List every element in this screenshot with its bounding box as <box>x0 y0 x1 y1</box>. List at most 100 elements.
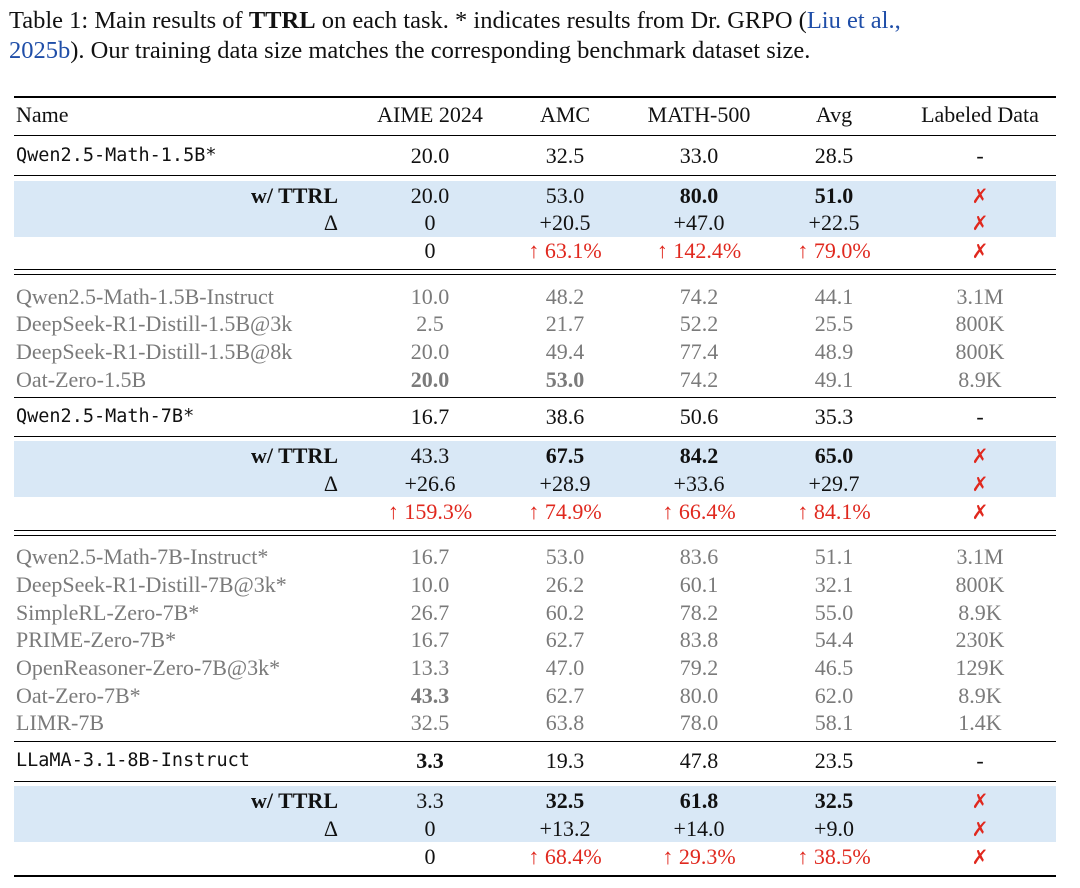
table-row: PRIME-Zero-7B* 16.7 62.7 83.8 54.4 230K <box>14 626 1056 654</box>
citation-link[interactable]: Liu et al., <box>806 7 901 34</box>
cell-amc: ↑ 63.1% <box>528 238 602 263</box>
cell-aime: 3.3 <box>416 788 444 813</box>
cell-math500: +47.0 <box>673 210 725 235</box>
table-top-rule <box>14 96 1056 98</box>
cell-math500: 74.2 <box>679 367 719 392</box>
table-header: Name AIME 2024 AMC MATH-500 Avg Labeled … <box>14 101 1056 129</box>
cell-avg: 46.5 <box>814 655 854 680</box>
cell-avg: 44.1 <box>814 284 854 309</box>
header-rule <box>14 135 1056 137</box>
cell-math500: 78.0 <box>679 710 719 735</box>
cell-amc: ↑ 74.9% <box>528 499 602 524</box>
model-name: LIMR-7B <box>16 710 104 735</box>
cell-math500: 83.6 <box>679 544 719 569</box>
table-row: SimpleRL-Zero-7B* 26.7 60.2 78.2 55.0 8.… <box>14 599 1056 627</box>
cell-labeled: - <box>976 143 984 168</box>
cell-math500: 80.0 <box>679 683 719 708</box>
cell-labeled: 8.9K <box>958 367 1002 392</box>
cell-avg: 51.1 <box>814 544 854 569</box>
row-rule <box>14 781 1056 783</box>
cell-amc: 21.7 <box>545 311 585 336</box>
cross-mark-icon: ✗ <box>971 239 989 263</box>
cell-math500: 74.2 <box>679 284 719 309</box>
cell-aime: 16.7 <box>410 627 450 652</box>
cell-labeled: 1.4K <box>958 710 1002 735</box>
double-rule <box>14 274 1056 276</box>
cell-aime: 16.7 <box>410 544 450 569</box>
cell-amc: 49.4 <box>545 339 585 364</box>
caption-text: ). Our training data size matches the co… <box>70 37 811 64</box>
ttrl-highlight <box>14 441 1056 497</box>
cell-labeled: 129K <box>955 655 1005 680</box>
cell-amc: 63.8 <box>545 710 585 735</box>
cell-avg: 28.5 <box>814 143 854 168</box>
ttrl-label: w/ TTRL <box>250 788 338 813</box>
cell-amc: 53.0 <box>545 544 585 569</box>
cell-aime: 26.7 <box>410 600 450 625</box>
double-rule <box>14 535 1056 537</box>
ttrl-highlight <box>14 786 1056 842</box>
cell-amc: 19.3 <box>545 748 585 773</box>
table-row-ttrl: w/ TTRL 43.3 67.5 84.2 65.0 ✗ <box>14 442 1056 470</box>
cell-aime: 2.5 <box>416 311 444 336</box>
table-row-delta: Δ 0 +20.5 +47.0 +22.5 ✗ <box>14 209 1056 237</box>
table-row-delta: Δ 0 +13.2 +14.0 +9.0 ✗ <box>14 815 1056 843</box>
cell-amc: 47.0 <box>545 655 585 680</box>
cross-mark-icon: ✗ <box>971 211 989 235</box>
cell-math500: ↑ 142.4% <box>656 238 742 263</box>
table-row: Oat-Zero-7B* 43.3 62.7 80.0 62.0 8.9K <box>14 682 1056 710</box>
cell-amc: 62.7 <box>545 627 585 652</box>
cell-avg: 62.0 <box>814 683 854 708</box>
row-rule <box>14 741 1056 743</box>
caption-text: Table 1: Main results of <box>9 7 249 34</box>
cell-math500: 61.8 <box>679 788 719 813</box>
row-rule <box>14 397 1056 399</box>
cell-labeled: 800K <box>955 311 1005 336</box>
cross-mark-icon: ✗ <box>971 184 989 208</box>
model-name: Qwen2.5-Math-1.5B* <box>16 145 217 166</box>
cell-math500: +33.6 <box>673 471 725 496</box>
cell-math500: 50.6 <box>679 404 719 429</box>
table-row-pct: ↑ 159.3% ↑ 74.9% ↑ 66.4% ↑ 84.1% ✗ <box>14 498 1056 526</box>
model-name: Oat-Zero-7B* <box>16 683 141 708</box>
delta-label: Δ <box>323 816 338 841</box>
header-avg: Avg <box>815 102 853 127</box>
cell-amc: +20.5 <box>539 210 591 235</box>
table-row: Qwen2.5-Math-7B-Instruct* 16.7 53.0 83.6… <box>14 543 1056 571</box>
table-row-pct: 0 ↑ 68.4% ↑ 29.3% ↑ 38.5% ✗ <box>14 843 1056 871</box>
cell-avg: 49.1 <box>814 367 854 392</box>
double-rule <box>14 269 1056 271</box>
cell-avg: ↑ 84.1% <box>797 499 871 524</box>
cell-labeled: - <box>976 748 984 773</box>
header-labeled-data: Labeled Data <box>921 102 1039 127</box>
cell-avg: 25.5 <box>814 311 854 336</box>
cell-avg: ↑ 38.5% <box>797 844 871 869</box>
cell-aime: 10.0 <box>410 284 450 309</box>
cell-amc: 60.2 <box>545 600 585 625</box>
model-name: DeepSeek-R1-Distill-1.5B@8k <box>16 339 293 364</box>
cell-avg: 32.5 <box>814 788 854 813</box>
table-row: OpenReasoner-Zero-7B@3k* 13.3 47.0 79.2 … <box>14 654 1056 682</box>
cell-labeled: - <box>976 404 984 429</box>
cell-avg: 58.1 <box>814 710 854 735</box>
ttrl-label: w/ TTRL <box>250 443 338 468</box>
cell-aime: +26.6 <box>404 471 456 496</box>
cross-mark-icon: ✗ <box>971 789 989 813</box>
cell-amc: 48.2 <box>545 284 585 309</box>
cell-labeled: 800K <box>955 572 1005 597</box>
cell-avg: 55.0 <box>814 600 854 625</box>
table-row-ttrl: w/ TTRL 20.0 53.0 80.0 51.0 ✗ <box>14 182 1056 210</box>
cell-labeled: 3.1M <box>956 284 1004 309</box>
cell-labeled: 3.1M <box>956 544 1004 569</box>
cell-labeled: 8.9K <box>958 683 1002 708</box>
model-name: Qwen2.5-Math-7B-Instruct* <box>16 544 269 569</box>
row-rule <box>14 175 1056 177</box>
cross-mark-icon: ✗ <box>971 444 989 468</box>
cell-amc: 53.0 <box>545 367 585 392</box>
cell-aime: 16.7 <box>410 404 450 429</box>
table-row: LLaMA-3.1-8B-Instruct 3.3 19.3 47.8 23.5… <box>14 747 1056 775</box>
model-name: OpenReasoner-Zero-7B@3k* <box>16 655 281 680</box>
citation-link[interactable]: 2025b <box>9 37 71 64</box>
cell-aime: 0 <box>424 816 436 841</box>
cell-amc: ↑ 68.4% <box>528 844 602 869</box>
